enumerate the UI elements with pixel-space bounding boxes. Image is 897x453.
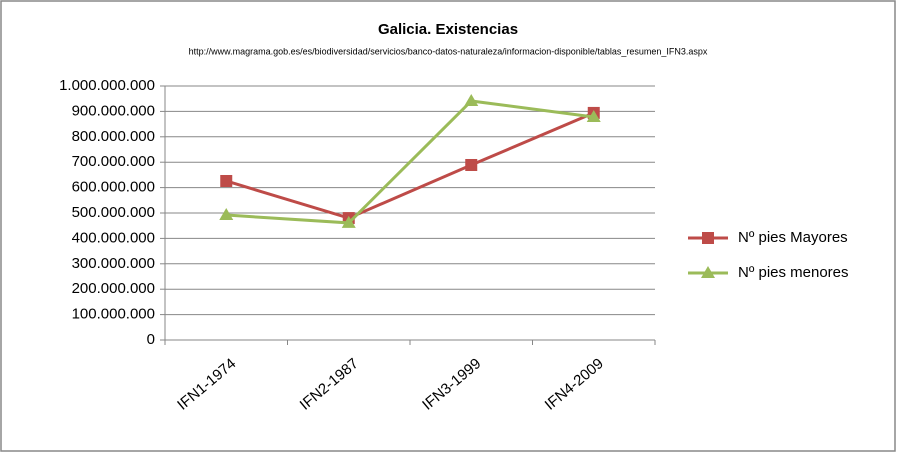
legend-label: Nº pies menores — [738, 264, 849, 281]
y-tick-label: 400.000.000 — [72, 229, 155, 246]
y-tick-label: 700.000.000 — [72, 153, 155, 170]
data-point — [464, 93, 479, 106]
y-tick-label: 900.000.000 — [72, 102, 155, 119]
series-line — [225, 111, 595, 220]
y-tick-label: 800.000.000 — [72, 128, 155, 145]
y-tick-label: 300.000.000 — [72, 255, 155, 272]
legend-marker — [702, 232, 714, 244]
data-point — [586, 109, 601, 122]
data-point — [465, 158, 478, 171]
y-tick-label: 600.000.000 — [72, 179, 155, 196]
y-tick-label: 500.000.000 — [72, 204, 155, 221]
chart-subtitle: http://www.magrama.gob.es/es/biodiversid… — [189, 46, 708, 56]
y-tick-label: 200.000.000 — [72, 280, 155, 297]
y-tick-label: 100.000.000 — [72, 306, 155, 323]
data-point — [220, 174, 233, 187]
y-tick-label: 1.000.000.000 — [59, 77, 155, 94]
legend-label: Nº pies Mayores — [738, 229, 848, 246]
data-point — [341, 215, 356, 228]
legend-marker — [701, 266, 715, 278]
y-tick-label: 0 — [147, 331, 155, 348]
chart-title: Galicia. Existencias — [378, 21, 518, 38]
data-point — [219, 208, 234, 221]
series-line — [226, 99, 594, 225]
